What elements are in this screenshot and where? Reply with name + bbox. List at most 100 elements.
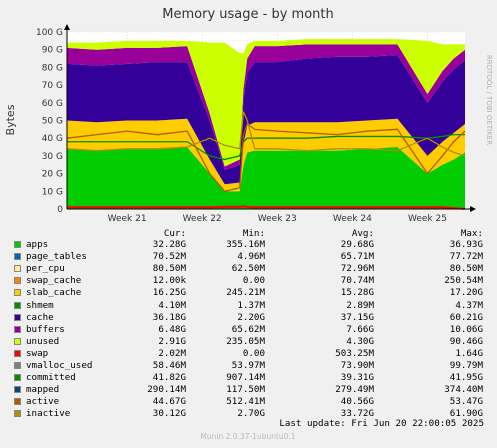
legend-name: per_cpu — [26, 263, 65, 275]
legend-min-value: 53.97M — [231, 360, 265, 371]
legend-row-per-cpu: per_cpu 80.50M 62.50M 72.96M 80.50M — [0, 263, 497, 275]
legend-max-value: 250.54M — [444, 275, 483, 287]
legend-max-value: 36.93G — [449, 239, 483, 250]
legend-max-value: 77.72M — [449, 251, 483, 263]
legend-avg-value: 2.89M — [346, 299, 374, 311]
legend-swatch — [14, 398, 21, 406]
line-series — [66, 111, 466, 210]
line-active — [66, 123, 466, 193]
area-apps — [67, 147, 465, 209]
y-tick-label: 50 G — [42, 117, 63, 127]
legend-max-value: 1.64G — [455, 347, 483, 359]
legend-name: committed — [26, 372, 76, 384]
x-tick-label: Week 25 — [408, 214, 447, 224]
legend-swatch — [14, 301, 21, 309]
legend-cur-value: 44.67G — [152, 396, 186, 408]
rrdtool-credit: RRDTOOL / TOBI OETIKER — [485, 55, 493, 145]
area-cache — [67, 55, 465, 185]
legend-avg-value: 65.71M — [340, 251, 374, 263]
legend-max-value: 17.20G — [449, 287, 483, 299]
x-tick-label: Week 22 — [183, 214, 222, 224]
col-header-min: Min: — [242, 228, 265, 239]
legend-cur-value: 12.00k — [152, 275, 186, 287]
legend-row-swap: swap 2.02M 0.00 503.25M 1.64G — [0, 348, 497, 360]
legend-max-value: 61.90G — [449, 408, 483, 420]
legend-max-value: 80.50M — [449, 263, 483, 275]
stacked-areas — [67, 39, 465, 209]
legend-row-cache: cache 36.18G 2.20G 37.15G 60.21G — [0, 312, 497, 324]
line-swap — [67, 205, 466, 210]
legend-max-value: 53.47G — [449, 396, 483, 408]
legend-row-swap-cache: swap_cache 12.00k 0.00 70.74M 250.54M — [0, 275, 497, 287]
legend-name: page_tables — [26, 251, 87, 263]
legend-avg-value: 72.96M — [340, 263, 374, 275]
legend-name: swap — [26, 347, 49, 359]
legend-min-value: 0.00 — [242, 275, 265, 287]
line-inactive — [66, 111, 466, 157]
legend-cur-value: 32.28G — [152, 239, 186, 250]
legend-swatch — [14, 386, 21, 394]
legend-max-value: 60.21G — [449, 311, 483, 323]
legend-row-apps: apps 32.28G 355.16M 29.68G 36.93G — [0, 239, 497, 251]
legend-name: cache — [26, 311, 54, 323]
legend-avg-value: 4.30G — [346, 335, 374, 347]
legend-name: swap_cache — [26, 275, 82, 287]
legend-name: vmalloc_used — [26, 360, 93, 371]
legend-row-unused: unused 2.91G 235.05M 4.30G 90.46G — [0, 336, 497, 348]
legend-cur-value: 290.14M — [147, 384, 186, 396]
legend-cur-value: 58.46M — [152, 360, 186, 371]
legend-cur-value: 36.18G — [152, 311, 186, 323]
legend-max-value: 99.79M — [449, 360, 483, 371]
legend-name: slab_cache — [26, 287, 82, 299]
legend-name: inactive — [26, 408, 71, 420]
legend-max-value: 4.37M — [455, 299, 483, 311]
legend-swatch — [14, 277, 21, 285]
legend-max-value: 374.40M — [444, 384, 483, 396]
legend-row-shmem: shmem 4.10M 1.37M 2.89M 4.37M — [0, 300, 497, 312]
x-axis-ticks: Week 21 Week 22 Week 23 Week 24 Week 25 — [108, 214, 447, 224]
legend-min-value: 2.20G — [237, 311, 265, 323]
legend-avg-value: 70.74M — [340, 275, 374, 287]
y-tick-label: 90 G — [42, 46, 63, 56]
chart-title: Memory usage - by month — [162, 7, 333, 22]
legend-avg-value: 29.68G — [340, 239, 374, 250]
y-axis-arrow-icon — [64, 24, 70, 30]
legend-row-mapped: mapped 290.14M 117.50M 279.49M 374.40M — [0, 384, 497, 396]
legend-name: apps — [26, 239, 49, 250]
legend-swatch — [14, 410, 21, 418]
legend-avg-value: 39.31G — [340, 372, 374, 384]
y-tick-label: 100 G — [36, 28, 63, 38]
col-header-cur: Cur: — [163, 228, 186, 239]
legend-max-value: 41.95G — [449, 372, 483, 384]
legend-cur-value: 80.50M — [152, 263, 186, 275]
y-axis-label: Bytes — [4, 104, 17, 135]
legend-name: buffers — [26, 323, 65, 335]
legend-swatch — [14, 313, 21, 321]
legend-swatch — [14, 374, 21, 382]
legend-avg-value: 279.49M — [335, 384, 374, 396]
legend-min-value: 2.70G — [237, 408, 265, 420]
legend-min-value: 4.96M — [237, 251, 265, 263]
legend-min-value: 355.16M — [226, 239, 265, 250]
legend-name: active — [26, 396, 60, 408]
legend-name: shmem — [26, 299, 54, 311]
legend-min-value: 907.14M — [226, 372, 265, 384]
legend-avg-value: 15.28G — [340, 287, 374, 299]
legend-cur-value: 2.91G — [158, 335, 186, 347]
legend-row-slab-cache: slab_cache 16.25G 245.21M 15.28G 17.20G — [0, 287, 497, 299]
y-tick-label: 40 G — [42, 134, 63, 144]
y-tick-label: 60 G — [42, 99, 63, 109]
legend-min-value: 245.21M — [226, 287, 265, 299]
legend-swatch — [14, 362, 21, 369]
legend-name: mapped — [26, 384, 60, 396]
legend-cur-value: 16.25G — [152, 287, 186, 299]
y-tick-label: 30 G — [42, 152, 63, 162]
y-tick-label: 20 G — [42, 170, 63, 180]
line-committed — [67, 134, 465, 161]
legend-avg-value: 37.15G — [340, 311, 374, 323]
legend-swatch — [14, 241, 21, 248]
legend-max-value: 90.46G — [449, 335, 483, 347]
legend-swatch — [14, 265, 21, 273]
legend-min-value: 0.00 — [242, 347, 265, 359]
